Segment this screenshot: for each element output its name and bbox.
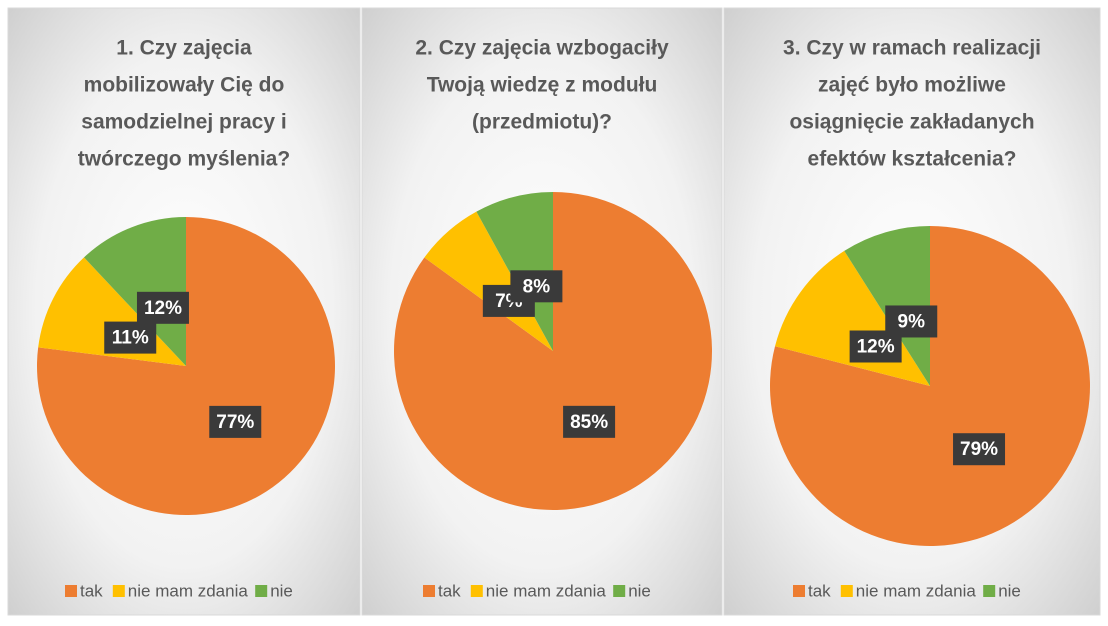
- pie-slice: [84, 217, 186, 366]
- data-label-text: 11%: [112, 328, 149, 349]
- chart-title: Twoją wiedzę z modułu: [427, 74, 658, 97]
- data-label: 85%: [563, 405, 616, 438]
- legend-swatch: [793, 585, 805, 597]
- legend-label: tak: [808, 581, 831, 600]
- data-label-box: [885, 305, 938, 338]
- chart-title: osiągnięcie zakładanych: [789, 111, 1034, 134]
- chart-title: 2. Czy zajęcia wzbogaciły: [415, 37, 669, 60]
- legend-label: nie mam zdania: [486, 581, 607, 600]
- legend-swatch: [840, 585, 853, 597]
- legend-label: tak: [80, 581, 103, 600]
- legend-swatch: [255, 585, 268, 597]
- data-label: 77%: [209, 405, 262, 438]
- legend-label: tak: [438, 581, 461, 600]
- chart-title: 1. Czy zajęcia: [116, 37, 252, 60]
- data-label-box: [510, 270, 563, 303]
- chart-title: 3. Czy w ramach realizacji: [783, 37, 1041, 60]
- data-label-text: 12%: [144, 298, 182, 319]
- data-label-text: 9%: [898, 311, 926, 332]
- chart-title: mobilizowały Cię do: [84, 74, 285, 97]
- chart-title: samodzielnej pracy i: [81, 111, 286, 134]
- data-label-box: [136, 291, 189, 324]
- data-label-box: [209, 405, 262, 438]
- data-label-text: 85%: [570, 412, 608, 433]
- legend-label: nie mam zdania: [856, 581, 977, 600]
- chart-title: zajęć było możliwe: [818, 74, 1006, 97]
- data-label: 79%: [953, 433, 1006, 466]
- legend-swatch: [613, 585, 626, 597]
- legend-swatch: [983, 585, 996, 597]
- legend-swatch: [423, 585, 435, 597]
- legend-label: nie: [270, 581, 293, 600]
- legend-label: nie: [628, 581, 651, 600]
- data-label-box: [563, 405, 616, 438]
- data-label-text: 77%: [216, 412, 254, 433]
- data-label-text: 8%: [523, 276, 551, 297]
- data-label-text: 12%: [857, 337, 895, 358]
- legend-label: nie: [998, 581, 1021, 600]
- data-label: 9%: [885, 305, 938, 338]
- data-label: 11%: [104, 321, 157, 354]
- data-label: 8%: [510, 270, 563, 303]
- chart-title: efektów kształcenia?: [808, 148, 1017, 171]
- legend-swatch: [65, 585, 77, 597]
- chart-title: (przedmiotu)?: [472, 111, 612, 134]
- data-label-text: 79%: [960, 439, 998, 460]
- legend-swatch: [470, 585, 483, 597]
- data-label: 12%: [136, 291, 189, 324]
- data-label-box: [104, 321, 157, 354]
- legend-swatch: [112, 585, 125, 597]
- data-label-box: [953, 433, 1006, 466]
- chart-title: twórczego myślenia?: [78, 148, 290, 171]
- legend-label: nie mam zdania: [128, 581, 249, 600]
